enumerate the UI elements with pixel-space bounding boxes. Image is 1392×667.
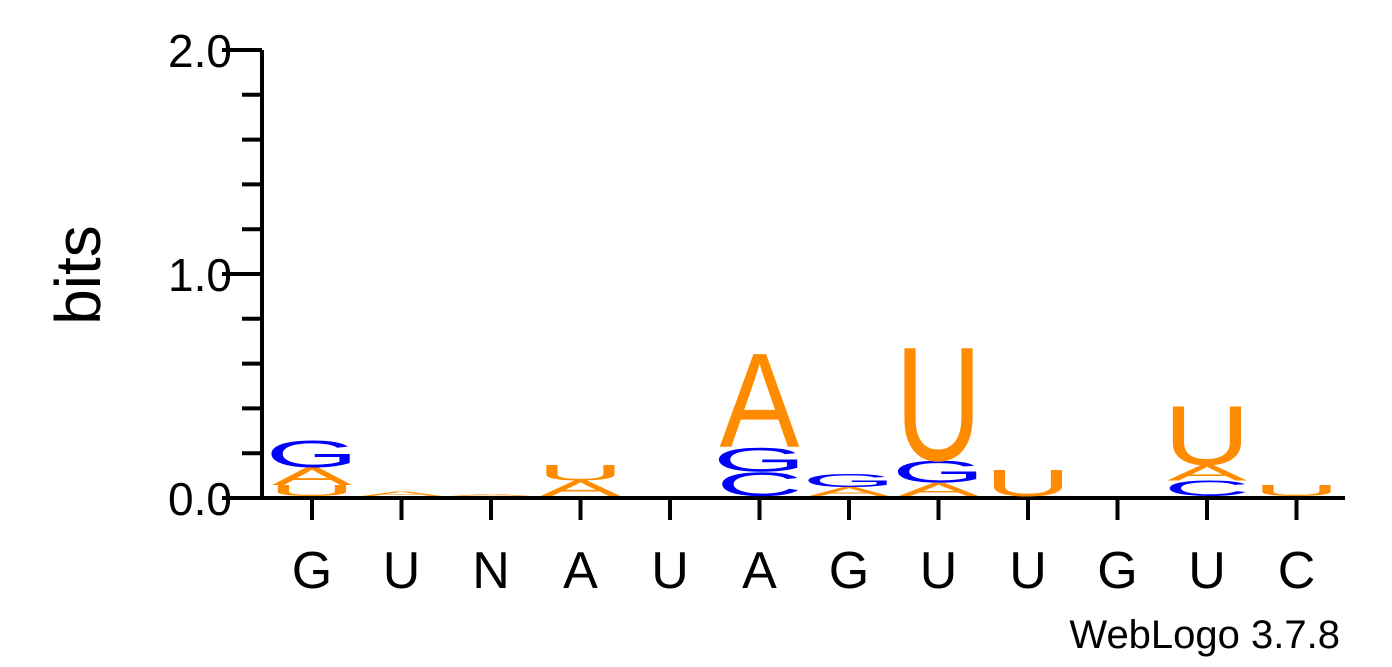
logo-letter-u: U	[537, 461, 624, 485]
y-axis: 0.0 1.0 2.0	[168, 25, 264, 525]
x-tick-label: N	[472, 542, 510, 600]
logo-letter-u: U	[895, 314, 982, 495]
x-tick-label: U	[1009, 542, 1047, 600]
logo-letter-c: C	[716, 465, 803, 504]
x-tick-label: A	[563, 542, 598, 600]
logo-letter-a: A	[540, 476, 621, 500]
logo-letter-a: A	[361, 490, 442, 497]
x-tick-label: U	[1188, 542, 1226, 600]
x-tick-label: A	[742, 542, 777, 600]
logo-letter-a: A	[719, 326, 799, 476]
logo-letter-g: G	[892, 454, 985, 489]
logo-letter-u: U	[1253, 482, 1340, 499]
logo-letter-u: U	[269, 482, 356, 499]
logo-letter-u: U	[1164, 388, 1251, 482]
x-tick-label: U	[383, 542, 421, 600]
y-axis-label: bits	[42, 225, 114, 325]
logo-letter-a: A	[1167, 461, 1248, 485]
logo-letter-g: G	[265, 433, 358, 475]
y-tick-label: 2.0	[168, 25, 232, 77]
logo-letter-c: C	[1164, 476, 1251, 500]
x-tick-label: U	[920, 542, 958, 600]
logo-letter-a: A	[272, 463, 352, 491]
logo-letter-a: A	[809, 485, 889, 499]
weblogo-credit: WebLogo 3.7.8	[1069, 613, 1340, 657]
x-tick-label: G	[1097, 542, 1137, 600]
y-tick-label: 0.0	[168, 473, 232, 525]
logo-letter-u: U	[985, 462, 1072, 504]
x-tick-label: G	[829, 542, 869, 600]
logo-letter-g: G	[713, 440, 806, 479]
logo-letter-a: A	[898, 479, 979, 500]
y-tick-label: 1.0	[168, 249, 232, 301]
x-tick-label: C	[1278, 542, 1316, 600]
logo-letter-a: A	[451, 493, 532, 497]
x-tick-label: U	[651, 542, 689, 600]
logo-letter-g: G	[802, 470, 895, 491]
x-tick-label: G	[292, 542, 332, 600]
